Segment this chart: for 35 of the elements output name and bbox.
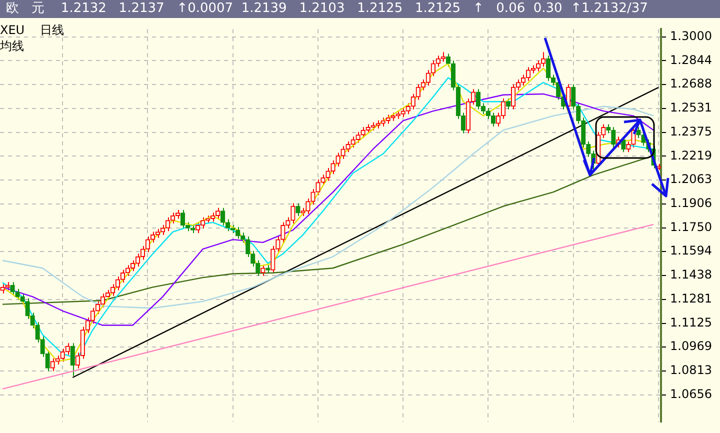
y-tick-label: 1.1438 (670, 268, 712, 282)
y-tick-label: 1.1281 (670, 292, 712, 306)
candlestick (430, 60, 436, 77)
candlestick (541, 52, 546, 68)
candlestick (290, 202, 296, 224)
candlestick (426, 69, 430, 86)
candlestick (636, 126, 641, 138)
candlestick (296, 202, 300, 217)
y-tick-label: 1.1125 (670, 315, 712, 330)
candlestick (246, 236, 250, 258)
candlestick (310, 188, 316, 206)
y-tick-label: 1.2531 (670, 100, 712, 115)
y-tick-label: 1.1906 (670, 196, 712, 210)
candlestick (276, 236, 280, 253)
annotation: 均线 (0, 38, 24, 55)
y-tick-label: 1.0813 (670, 363, 712, 378)
candlestick (316, 178, 320, 196)
candlestick (70, 342, 75, 376)
y-tick-label: 1.0656 (670, 387, 712, 402)
y-tick-label: 1.2063 (670, 172, 712, 186)
y-tick-label: 1.2688 (670, 76, 712, 91)
y-tick-label: 1.0969 (670, 339, 712, 354)
y-tick-label: 1.1750 (670, 220, 712, 234)
candlestick (270, 245, 276, 274)
chart-subtitle: XEU 日线 (0, 22, 64, 39)
y-tick-label: 1.2375 (670, 124, 712, 138)
y-tick-label: 1.3000 (670, 28, 712, 43)
candlestick (220, 207, 226, 226)
y-tick-label: 1.2219 (670, 148, 712, 162)
candlestick (601, 124, 606, 138)
y-tick-label: 1.1594 (670, 244, 712, 258)
candlestick (226, 218, 230, 232)
candlestick (306, 198, 310, 215)
y-tick-label: 1.2844 (670, 52, 712, 67)
chart-title: 欧 元 1.2132 1.2137 ↑0.0007 1.2139 1.2103 1.2125 1.2125 ↑ 0.06 0.30 ↑1.2132/37 (0, 0, 720, 18)
